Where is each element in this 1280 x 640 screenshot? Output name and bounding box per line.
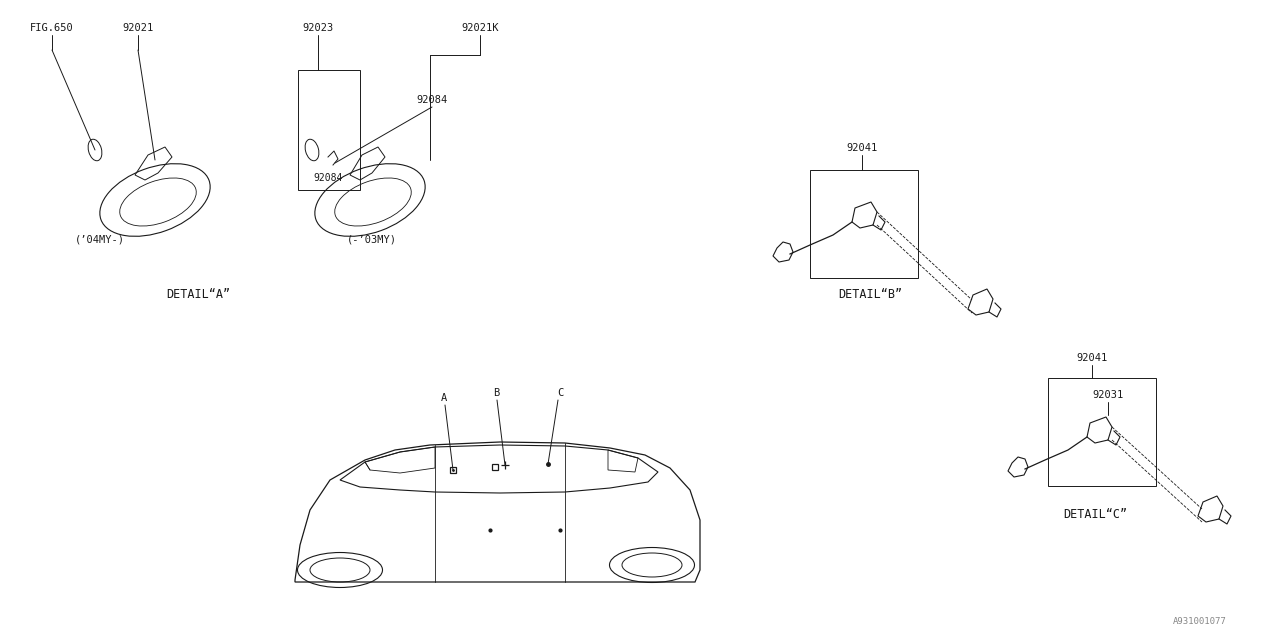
Text: (-’03MY): (-’03MY) bbox=[347, 235, 397, 245]
Text: 92041: 92041 bbox=[846, 143, 878, 153]
Text: 92021: 92021 bbox=[123, 23, 154, 33]
Text: A: A bbox=[440, 393, 447, 403]
Text: 92084: 92084 bbox=[416, 95, 448, 105]
Bar bbox=[810, 170, 918, 278]
Bar bbox=[1048, 378, 1156, 486]
Text: 92041: 92041 bbox=[1076, 353, 1107, 363]
Text: (’04MY-): (’04MY-) bbox=[76, 235, 125, 245]
Text: 92031: 92031 bbox=[1092, 390, 1124, 400]
Text: DETAIL“B”: DETAIL“B” bbox=[838, 289, 902, 301]
Text: 92021K: 92021K bbox=[461, 23, 499, 33]
Text: FIG.650: FIG.650 bbox=[31, 23, 74, 33]
Text: A931001077: A931001077 bbox=[1174, 618, 1226, 627]
Text: 92023: 92023 bbox=[302, 23, 334, 33]
Text: 92084: 92084 bbox=[314, 173, 343, 183]
Text: DETAIL“A”: DETAIL“A” bbox=[166, 289, 230, 301]
Text: C: C bbox=[557, 388, 563, 398]
Bar bbox=[298, 70, 360, 190]
Text: B: B bbox=[493, 388, 499, 398]
Text: DETAIL“C”: DETAIL“C” bbox=[1062, 509, 1128, 522]
